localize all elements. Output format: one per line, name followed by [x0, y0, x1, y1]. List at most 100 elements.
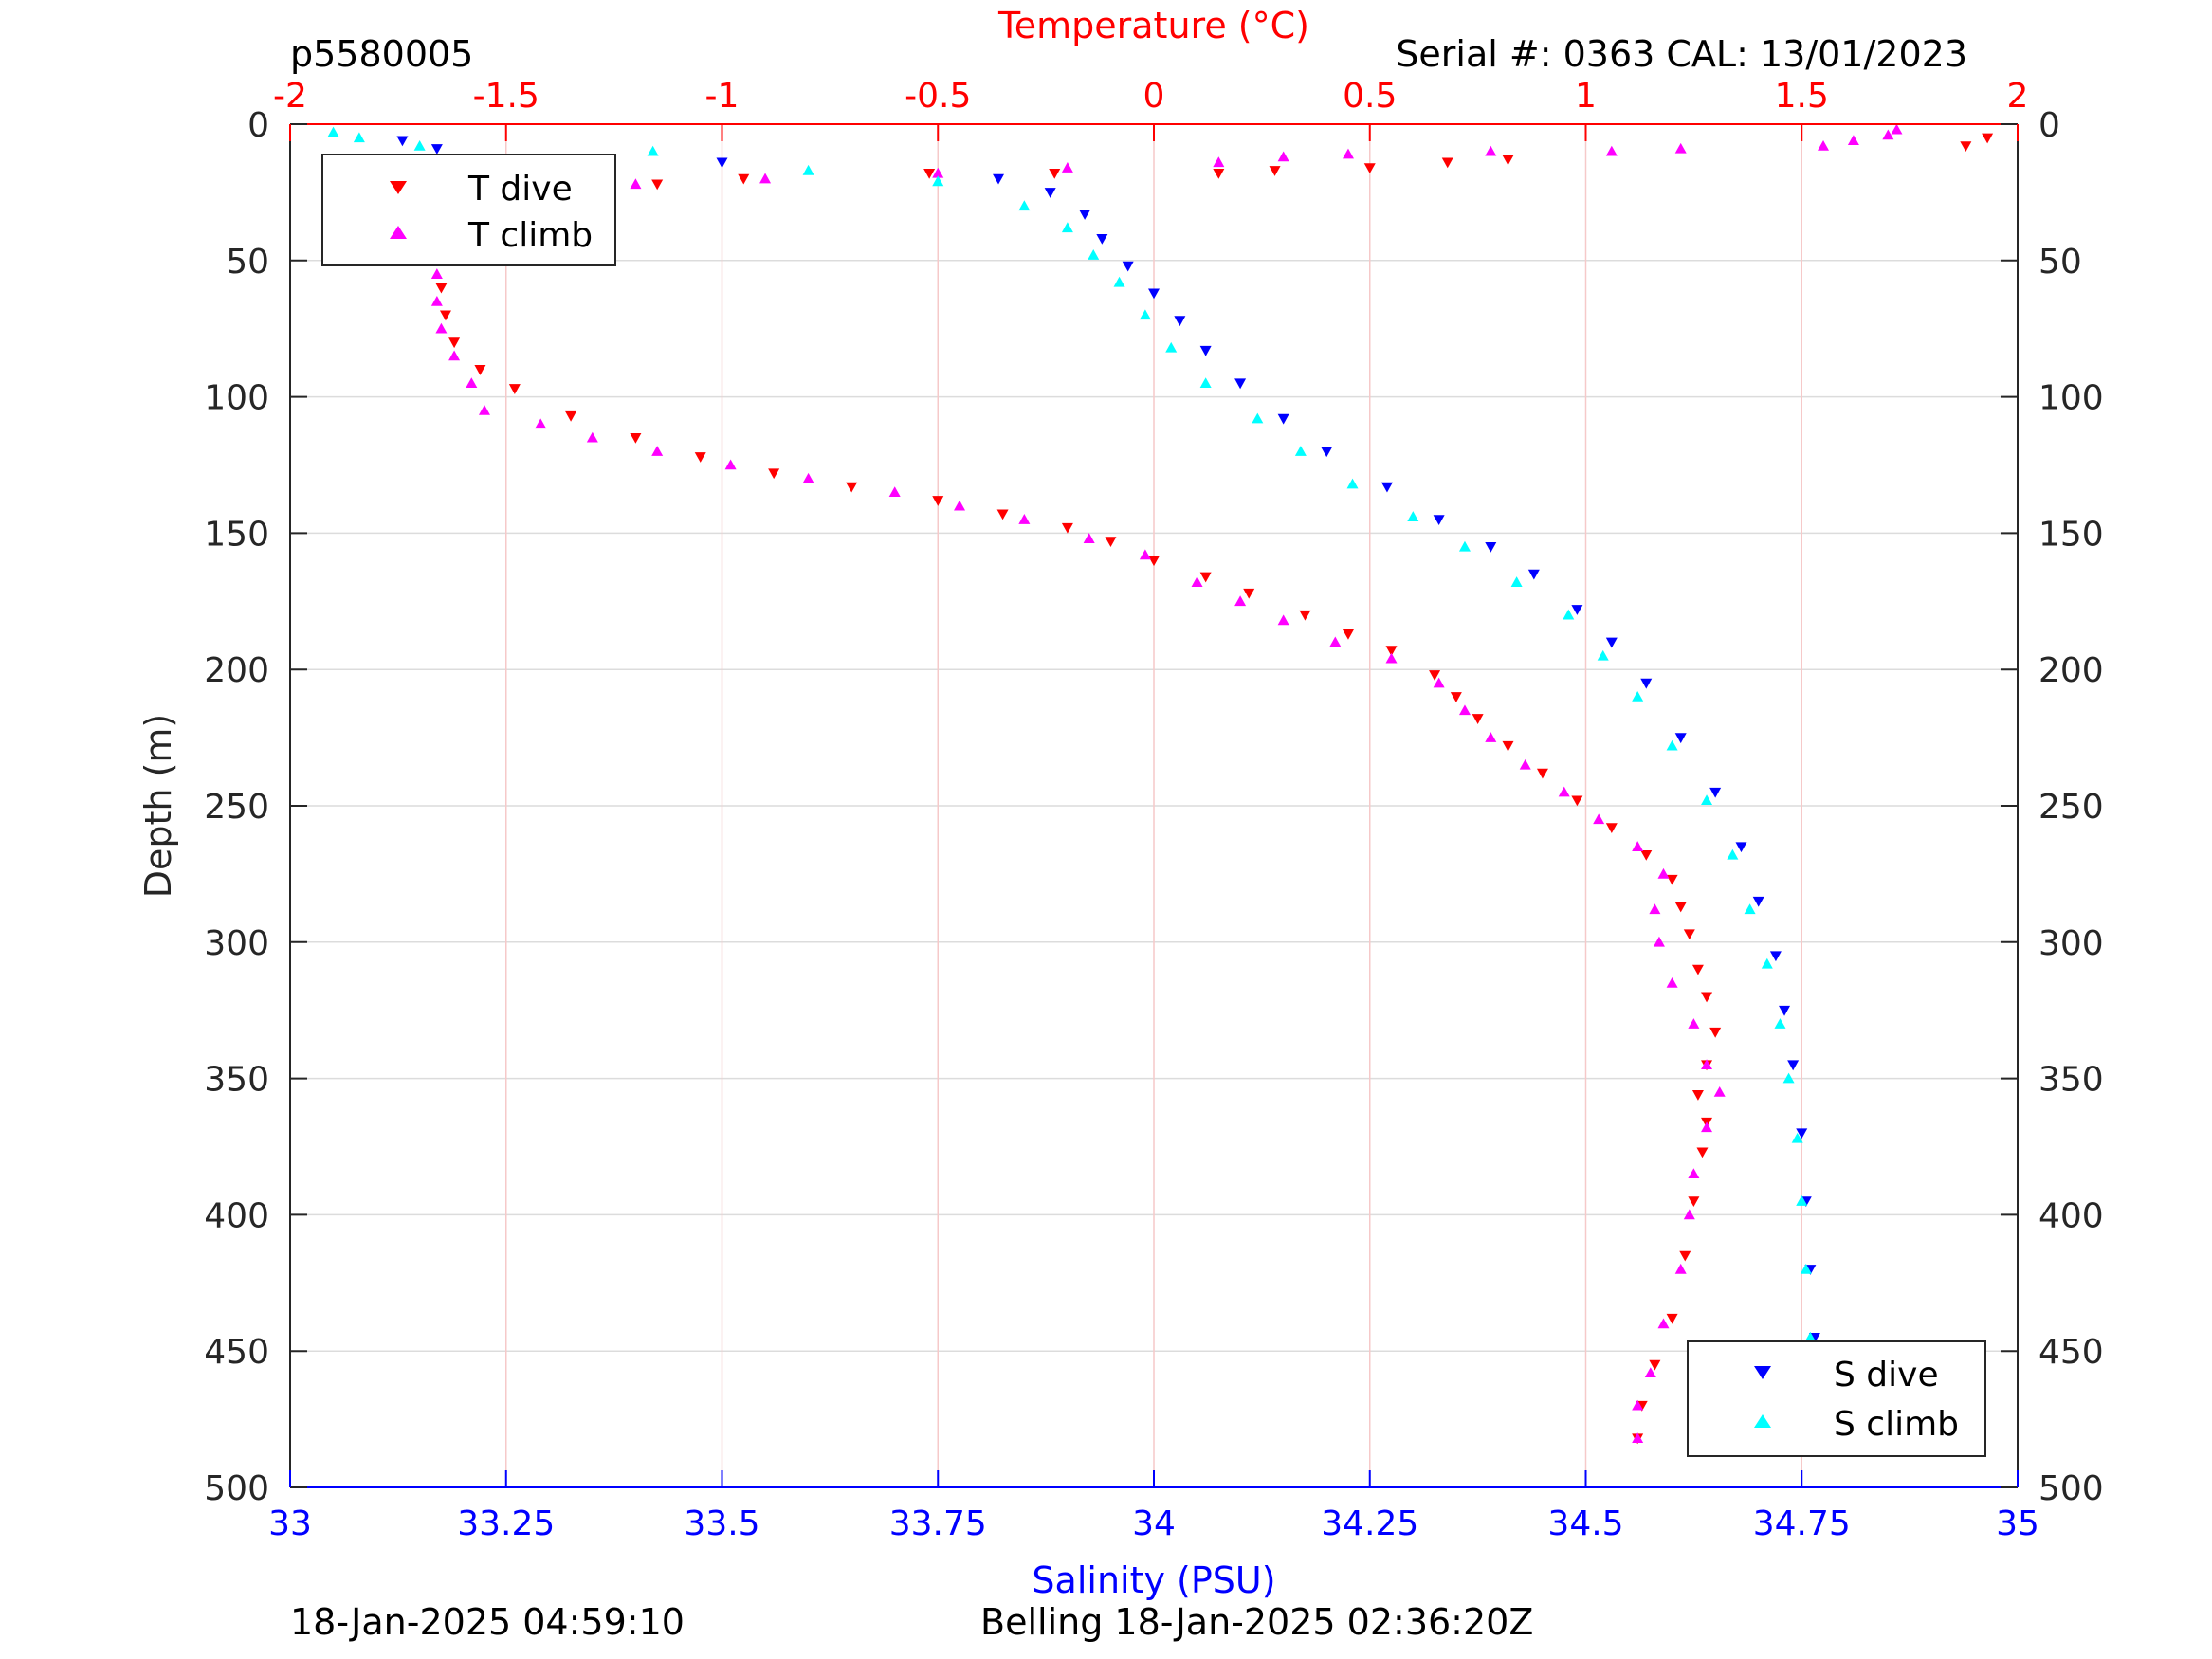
- data-point: [1666, 739, 1678, 751]
- depth-tick-label-left: 100: [204, 379, 269, 418]
- data-point: [1485, 732, 1497, 742]
- data-point: [1709, 1027, 1722, 1038]
- footer-status: Belling 18-Jan-2025 02:36:20Z: [980, 1601, 1533, 1643]
- data-point: [1433, 515, 1445, 526]
- depth-axis-label: Depth (m): [137, 714, 179, 899]
- data-point: [1061, 222, 1073, 233]
- depth-tick-label-right: 450: [2038, 1333, 2104, 1372]
- depth-tick-label-left: 400: [204, 1196, 269, 1235]
- data-point: [1277, 413, 1289, 425]
- data-point: [1679, 1250, 1691, 1262]
- data-point: [1649, 903, 1661, 915]
- data-point: [1363, 163, 1376, 174]
- data-point: [327, 126, 339, 137]
- data-point: [1018, 514, 1031, 524]
- legend-temperature-box: [321, 154, 616, 266]
- data-point: [1243, 588, 1255, 599]
- data-point: [1088, 249, 1100, 260]
- data-point: [1441, 157, 1453, 169]
- data-point: [1683, 929, 1695, 940]
- salinity-tick-label: 34.75: [1753, 1504, 1851, 1543]
- data-point: [1640, 678, 1653, 689]
- salinity-tick-label: 33.25: [457, 1504, 555, 1543]
- legend-t-dive-marker: [390, 181, 407, 194]
- data-point: [1380, 482, 1393, 493]
- depth-tick-label-right: 150: [2038, 515, 2104, 554]
- data-point: [647, 145, 659, 156]
- legend-s-climb-label: S climb: [1834, 1405, 1959, 1444]
- data-point: [1761, 957, 1773, 969]
- data-point: [724, 459, 737, 470]
- data-point: [1385, 652, 1398, 664]
- data-point: [932, 175, 944, 187]
- depth-tick-label-right: 200: [2038, 651, 2104, 690]
- data-point: [466, 377, 478, 389]
- data-point: [1199, 572, 1212, 583]
- data-point: [565, 410, 577, 422]
- data-point: [1174, 316, 1186, 327]
- data-point: [1605, 823, 1618, 834]
- data-point: [1122, 261, 1134, 272]
- data-point: [1691, 964, 1704, 975]
- data-point: [1527, 569, 1540, 580]
- data-point: [1139, 549, 1151, 560]
- data-point: [1321, 447, 1333, 458]
- footer-timestamp: 18-Jan-2025 04:59:10: [290, 1601, 685, 1643]
- salinity-tick-label: 34.5: [1547, 1504, 1623, 1543]
- data-point: [586, 431, 598, 443]
- data-point: [1779, 1005, 1791, 1016]
- data-point: [993, 173, 1005, 185]
- data-point: [1744, 903, 1756, 915]
- data-point: [1148, 556, 1160, 567]
- data-point: [1696, 1147, 1709, 1158]
- data-point: [1139, 309, 1151, 320]
- data-point: [535, 418, 547, 429]
- data-point: [1666, 874, 1678, 885]
- data-point: [1632, 1399, 1644, 1411]
- depth-tick-label-right: 100: [2038, 379, 2104, 418]
- data-point: [923, 168, 936, 179]
- temperature-tick-label: 0.5: [1343, 77, 1397, 116]
- depth-tick-label-left: 300: [204, 924, 269, 963]
- glider-id: p5580005: [290, 33, 473, 75]
- data-point: [430, 295, 443, 306]
- series-s-climb: [327, 126, 1825, 1444]
- data-point: [1472, 714, 1484, 724]
- data-point: [1346, 478, 1359, 489]
- salinity-axis-label: Salinity (PSU): [1032, 1559, 1275, 1601]
- data-point: [1769, 951, 1782, 962]
- data-point: [1666, 1313, 1678, 1324]
- data-point: [448, 337, 461, 349]
- data-point: [508, 384, 521, 394]
- legend-s-dive-marker: [1754, 1366, 1771, 1379]
- data-point: [1688, 1018, 1700, 1029]
- data-point: [694, 452, 706, 463]
- depth-tick-label-left: 500: [204, 1469, 269, 1508]
- temperature-tick-label: -1.5: [473, 77, 539, 116]
- temperature-tick-label: -0.5: [905, 77, 971, 116]
- data-point: [932, 496, 944, 506]
- legend-t-climb-label: T climb: [467, 216, 593, 255]
- depth-tick-label-left: 0: [247, 106, 269, 145]
- data-point: [1018, 200, 1031, 211]
- salinity-tick-label: 33.75: [889, 1504, 987, 1543]
- data-point: [996, 509, 1009, 520]
- data-point: [1597, 649, 1609, 661]
- depth-tick-label-right: 250: [2038, 788, 2104, 827]
- temperature-tick-label: 1: [1575, 77, 1597, 116]
- legend-s-dive-label: S dive: [1834, 1356, 1939, 1395]
- depth-tick-label-left: 150: [204, 515, 269, 554]
- data-point: [1701, 1121, 1713, 1133]
- data-point: [1450, 692, 1462, 702]
- data-point: [1713, 1085, 1726, 1097]
- data-point: [1234, 595, 1247, 607]
- data-point: [932, 167, 944, 178]
- data-point: [1148, 288, 1160, 300]
- salinity-tick-label: 33: [268, 1504, 312, 1543]
- data-point: [716, 157, 728, 169]
- data-point: [1510, 576, 1523, 587]
- salinity-tick-label: 34: [1132, 1504, 1176, 1543]
- data-point: [1791, 1132, 1803, 1143]
- data-point: [1674, 142, 1687, 154]
- data-point: [1847, 135, 1859, 146]
